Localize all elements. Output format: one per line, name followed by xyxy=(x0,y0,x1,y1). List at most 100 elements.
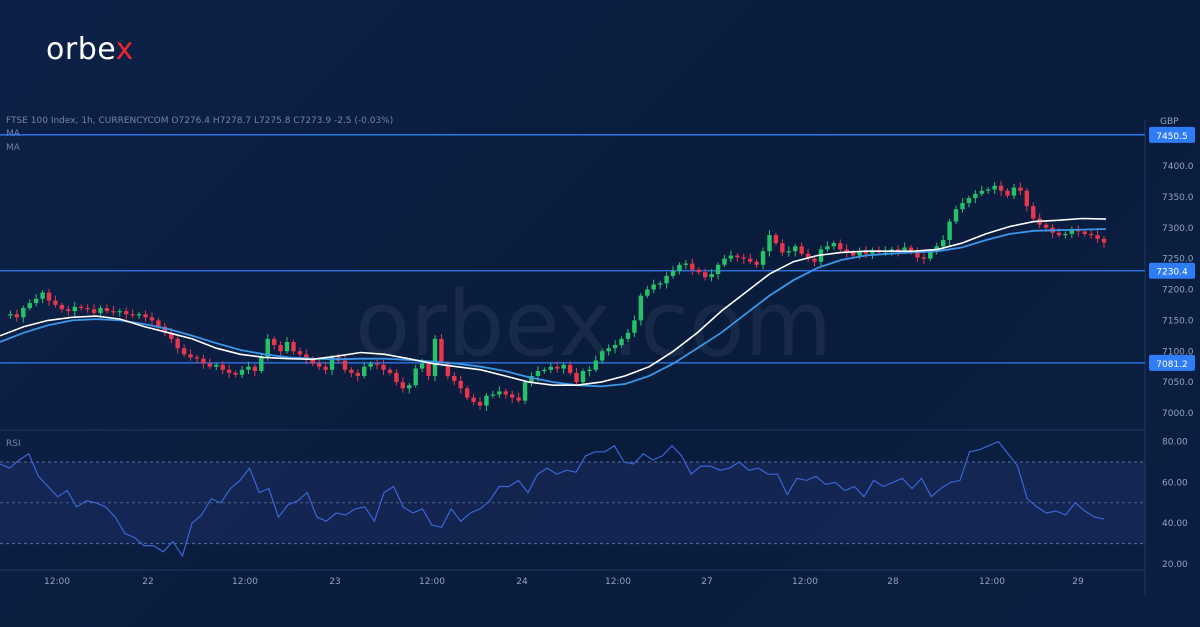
candle-body xyxy=(683,263,689,265)
candle-body xyxy=(902,247,907,252)
candle-body xyxy=(91,309,97,313)
candle-body xyxy=(863,251,869,254)
candle-body xyxy=(181,348,187,355)
candle-body xyxy=(400,382,406,389)
candle-body xyxy=(188,354,193,358)
candle-body xyxy=(754,261,759,265)
logo-x: x xyxy=(115,32,134,67)
candle-body xyxy=(419,363,425,369)
ma-label-2: MA xyxy=(6,143,21,153)
candle-body xyxy=(799,246,804,254)
x-tick-label: 12:00 xyxy=(979,577,1005,587)
candle-body xyxy=(831,243,837,247)
candle-body xyxy=(426,363,431,376)
candle-body xyxy=(986,189,991,191)
candle-body xyxy=(638,295,644,321)
candle-body xyxy=(445,363,451,376)
candle-body xyxy=(651,284,656,290)
x-tick-label: 29 xyxy=(1072,577,1084,587)
candle-body xyxy=(747,258,753,262)
candle-body xyxy=(529,375,534,383)
level-tag xyxy=(1149,126,1195,143)
y-tick-label: 7050.0 xyxy=(1162,378,1194,388)
candle-body xyxy=(1095,235,1100,239)
candle-body xyxy=(117,311,122,313)
level-label: 7081.2 xyxy=(1156,360,1188,370)
candle-body xyxy=(59,304,65,310)
candle-body xyxy=(625,332,631,339)
candle-body xyxy=(889,249,894,252)
currency-label: GBP xyxy=(1160,117,1179,127)
candle-body xyxy=(368,363,373,367)
candle-body xyxy=(715,264,721,275)
candle-body xyxy=(522,382,528,401)
candle-body xyxy=(497,391,502,395)
candle-body xyxy=(1069,230,1075,234)
candle-body xyxy=(857,251,862,256)
candle-body xyxy=(773,235,779,244)
candle-body xyxy=(940,240,946,247)
candle-body xyxy=(645,289,650,296)
candle-body xyxy=(477,401,483,406)
candle-body xyxy=(111,311,116,313)
candle-body xyxy=(1063,233,1068,236)
candle-body xyxy=(561,364,566,369)
rsi-line xyxy=(0,440,1105,558)
candle-body xyxy=(104,308,110,312)
candle-body xyxy=(690,263,695,270)
candle-body xyxy=(394,372,399,383)
candle-body xyxy=(387,369,393,373)
candle-body xyxy=(696,269,701,273)
candle-body xyxy=(310,358,315,364)
y-tick-label: 7000.0 xyxy=(1162,409,1194,419)
x-tick-label: 22 xyxy=(142,577,153,587)
candle-body xyxy=(349,369,354,373)
rsi-tick-label: 80.00 xyxy=(1162,438,1188,448)
candle-body xyxy=(323,366,328,370)
candle-body xyxy=(947,221,952,241)
x-tick-label: 12:00 xyxy=(44,577,70,587)
candle-body xyxy=(265,338,270,358)
candle-body xyxy=(342,360,348,370)
candle-body xyxy=(542,369,547,372)
candle-body xyxy=(548,366,553,370)
candle-body xyxy=(1056,232,1062,236)
x-tick-label: 23 xyxy=(329,577,340,587)
candle-body xyxy=(928,251,933,259)
candle-body xyxy=(46,292,52,301)
level-label: 7230.4 xyxy=(1156,268,1188,278)
x-tick-label: 12:00 xyxy=(232,577,258,587)
candle-body xyxy=(805,253,811,259)
y-tick-label: 7300.0 xyxy=(1162,224,1194,234)
logo-text: orbe xyxy=(46,32,116,67)
candle-body xyxy=(66,309,71,312)
ma-label-1: MA xyxy=(6,129,21,139)
level-tag xyxy=(1149,354,1195,371)
candle-body xyxy=(169,332,174,339)
candle-body xyxy=(317,363,322,367)
y-tick-label: 7400.0 xyxy=(1162,162,1194,172)
candle-body xyxy=(567,364,573,373)
candle-body xyxy=(374,363,380,365)
candle-body xyxy=(53,300,58,305)
candle-body xyxy=(1088,233,1094,236)
candle-body xyxy=(503,391,508,395)
candle-body xyxy=(362,366,367,376)
candle-body xyxy=(850,252,856,256)
candle-body xyxy=(490,394,496,396)
candle-body xyxy=(606,348,611,352)
candle-body xyxy=(921,257,927,259)
rsi-tick-label: 60.00 xyxy=(1162,478,1188,488)
candle-body xyxy=(619,338,624,346)
candle-body xyxy=(413,368,418,386)
candle-body xyxy=(915,251,920,258)
candle-body xyxy=(780,243,785,253)
candle-body xyxy=(452,375,457,381)
candle-body xyxy=(381,364,386,370)
candle-body xyxy=(471,397,476,402)
y-tick-label: 7100.0 xyxy=(1162,347,1194,357)
candle-body xyxy=(657,283,663,285)
candle-body xyxy=(259,357,264,372)
x-tick-label: 12:00 xyxy=(419,577,445,587)
